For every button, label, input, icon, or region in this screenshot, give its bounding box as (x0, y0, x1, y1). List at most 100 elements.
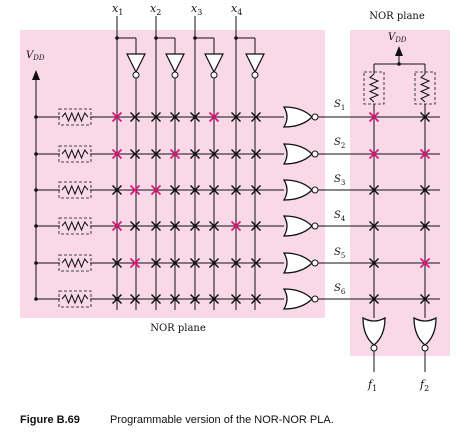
input-label-x4: x4 (231, 2, 242, 17)
or-plane-crosspoint[interactable] (368, 293, 380, 305)
inversion-bubble-icon (311, 259, 319, 267)
pullup-resistor-box (58, 108, 92, 126)
or-plane-crosspoint[interactable] (419, 257, 431, 269)
and-plane-crosspoint[interactable] (208, 257, 220, 269)
resistor-icon (61, 257, 89, 269)
and-plane-crosspoint[interactable] (250, 220, 262, 232)
and-plane-crosspoint[interactable] (150, 148, 162, 160)
inversion-bubble-icon (311, 295, 319, 303)
and-plane-crosspoint[interactable] (230, 257, 242, 269)
output-label-f1: f1 (367, 378, 377, 393)
and-plane-crosspoint[interactable] (189, 111, 201, 123)
and-plane-crosspoint[interactable] (169, 257, 181, 269)
and-plane-crosspoint[interactable] (111, 184, 123, 196)
and-plane-crosspoint[interactable] (189, 220, 201, 232)
and-plane-crosspoint[interactable] (230, 148, 242, 160)
and-plane-crosspoint[interactable] (250, 257, 262, 269)
and-plane-crosspoint[interactable] (111, 220, 123, 232)
figure-caption: Programmable version of the NOR-NOR PLA. (110, 414, 334, 426)
or-plane-crosspoint[interactable] (419, 293, 431, 305)
and-plane-crosspoint[interactable] (169, 293, 181, 305)
input-label-x2: x2 (150, 2, 161, 17)
resistor-icon (61, 293, 89, 305)
and-plane-crosspoint[interactable] (111, 148, 123, 160)
and-plane-crosspoint[interactable] (250, 111, 262, 123)
vdd-label-right: VDD (388, 32, 407, 44)
nor-plane-label-1: NOR plane (150, 323, 206, 334)
arrow-up-icon (395, 46, 403, 56)
and-plane-crosspoint[interactable] (169, 220, 181, 232)
pullup-resistor-box (58, 181, 92, 199)
and-plane-crosspoint[interactable] (208, 148, 220, 160)
and-plane-crosspoint[interactable] (129, 184, 141, 196)
and-plane-crosspoint[interactable] (111, 293, 123, 305)
product-label-s5: S5 (334, 247, 345, 260)
and-plane-crosspoint[interactable] (189, 148, 201, 160)
resistor-icon (61, 184, 89, 196)
and-plane-crosspoint[interactable] (129, 257, 141, 269)
nor-gate-icon (282, 179, 313, 201)
resistor-icon (368, 73, 380, 103)
and-plane-crosspoint[interactable] (230, 111, 242, 123)
and-plane-crosspoint[interactable] (150, 220, 162, 232)
inversion-bubble-icon (311, 113, 319, 121)
or-plane-crosspoint[interactable] (368, 148, 380, 160)
crosspoints-layer (111, 111, 431, 305)
and-plane-crosspoint[interactable] (169, 111, 181, 123)
and-plane-crosspoint[interactable] (129, 293, 141, 305)
inversion-bubble-icon (311, 186, 319, 194)
junction-dot (397, 62, 401, 66)
and-plane-crosspoint[interactable] (189, 184, 201, 196)
inverter-icon (165, 53, 185, 74)
wires-layer (32, 16, 440, 372)
and-plane-crosspoint[interactable] (208, 220, 220, 232)
or-plane-crosspoint[interactable] (419, 111, 431, 123)
and-plane-crosspoint[interactable] (169, 184, 181, 196)
or-plane-crosspoint[interactable] (368, 111, 380, 123)
pullup-resistor-box (58, 290, 92, 308)
and-plane-crosspoint[interactable] (230, 220, 242, 232)
and-plane-crosspoint[interactable] (208, 111, 220, 123)
input-label-x1: x1 (112, 2, 123, 17)
and-plane-crosspoint[interactable] (250, 293, 262, 305)
gates-layer (126, 53, 437, 352)
resistor-icon (61, 220, 89, 232)
inverter-icon (126, 53, 146, 74)
or-plane-crosspoint[interactable] (419, 148, 431, 160)
and-plane-crosspoint[interactable] (129, 111, 141, 123)
and-plane-crosspoint[interactable] (208, 293, 220, 305)
vdd-label-left: VDD (26, 50, 45, 62)
and-plane-crosspoint[interactable] (230, 293, 242, 305)
and-plane-crosspoint[interactable] (230, 184, 242, 196)
inverter-icon (245, 53, 265, 74)
and-plane-crosspoint[interactable] (129, 148, 141, 160)
inversion-bubble-icon (370, 344, 378, 352)
and-plane-crosspoint[interactable] (250, 148, 262, 160)
and-plane-crosspoint[interactable] (250, 184, 262, 196)
and-plane-crosspoint[interactable] (169, 148, 181, 160)
or-plane-crosspoint[interactable] (419, 220, 431, 232)
or-plane-crosspoint[interactable] (368, 184, 380, 196)
resistor-icon (61, 111, 89, 123)
nor-gate-icon (282, 288, 313, 310)
and-plane-crosspoint[interactable] (111, 111, 123, 123)
output-label-f2: f2 (419, 378, 429, 393)
inversion-bubble-icon (171, 71, 179, 79)
nor-gate-icon (282, 252, 313, 274)
or-plane-crosspoint[interactable] (368, 257, 380, 269)
or-plane-crosspoint[interactable] (368, 220, 380, 232)
and-plane-crosspoint[interactable] (208, 184, 220, 196)
and-plane-crosspoint[interactable] (111, 257, 123, 269)
and-plane-crosspoint[interactable] (129, 220, 141, 232)
and-plane-crosspoint[interactable] (189, 257, 201, 269)
and-plane-crosspoint[interactable] (150, 184, 162, 196)
inversion-bubble-icon (210, 71, 218, 79)
resistor-icon (61, 148, 89, 160)
and-plane-crosspoint[interactable] (150, 257, 162, 269)
and-plane-crosspoint[interactable] (189, 293, 201, 305)
and-plane-crosspoint[interactable] (150, 111, 162, 123)
or-plane-crosspoint[interactable] (419, 184, 431, 196)
and-plane-crosspoint[interactable] (150, 293, 162, 305)
pullup-resistor-box (58, 254, 92, 272)
